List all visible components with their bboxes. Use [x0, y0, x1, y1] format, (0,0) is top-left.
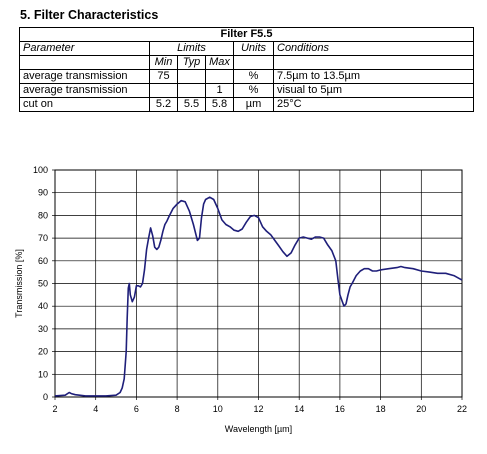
y-axis-label: Transmission [%] — [14, 249, 24, 318]
table-header-row: Parameter Limits Units Conditions — [19, 41, 474, 56]
cell-parameter: average transmission — [19, 83, 150, 98]
plot-frame — [54, 169, 463, 398]
cell-max: 1 — [205, 83, 234, 98]
x-tick-label: 10 — [213, 404, 223, 414]
cell-conditions: 7.5µm to 13.5µm — [273, 69, 474, 84]
cell-parameter: cut on — [19, 97, 150, 112]
y-tick-label: 30 — [38, 324, 48, 334]
filter-name: Filter F5.5 — [19, 27, 474, 42]
table-title-row: Filter F5.5 — [19, 27, 474, 42]
cell-min: 75 — [149, 69, 178, 84]
y-tick-label: 10 — [38, 369, 48, 379]
x-tick-label: 18 — [376, 404, 386, 414]
y-tick-label: 90 — [38, 188, 48, 198]
subheader-blank — [273, 55, 474, 70]
header-limits: Limits — [149, 41, 234, 56]
header-max: Max — [205, 55, 234, 70]
filter-spec-table: Filter F5.5 Parameter Limits Units Condi… — [19, 27, 474, 112]
header-parameter: Parameter — [19, 41, 150, 56]
cell-conditions: visual to 5µm — [273, 83, 474, 98]
cell-max: 5.8 — [205, 97, 234, 112]
cell-min: 5.2 — [149, 97, 178, 112]
table-row: average transmission 1 % visual to 5µm — [19, 83, 474, 98]
y-tick-label: 60 — [38, 256, 48, 266]
x-tick-label: 14 — [294, 404, 304, 414]
cell-typ — [177, 83, 206, 98]
x-axis-label: Wavelength [µm] — [225, 424, 292, 434]
chart-grid — [52, 169, 463, 400]
x-tick-label: 16 — [335, 404, 345, 414]
x-tick-label: 6 — [134, 404, 139, 414]
header-conditions: Conditions — [273, 41, 474, 56]
cell-parameter: average transmission — [19, 69, 150, 84]
x-tick-label: 12 — [253, 404, 263, 414]
cell-typ — [177, 69, 206, 84]
cell-units: % — [233, 83, 274, 98]
y-tick-label: 80 — [38, 210, 48, 220]
header-typ: Typ — [177, 55, 206, 70]
cell-conditions: 25°C — [273, 97, 474, 112]
x-tick-label: 4 — [93, 404, 98, 414]
x-tick-label: 2 — [52, 404, 57, 414]
transmission-curve — [54, 196, 463, 397]
x-tick-label: 8 — [175, 404, 180, 414]
y-tick-label: 20 — [38, 347, 48, 357]
header-min: Min — [149, 55, 178, 70]
subheader-blank — [19, 55, 150, 70]
cell-units: µm — [233, 97, 274, 112]
section-title: Filter Characteristics — [33, 8, 159, 22]
section-heading: 5. Filter Characteristics — [20, 8, 158, 22]
table-subheader-row: Min Typ Max — [19, 55, 474, 70]
cell-min — [149, 83, 178, 98]
x-tick-label: 22 — [457, 404, 467, 414]
chart-tick-labels: 2 4 6 8 10 12 14 16 18 20 22 0 10 20 30 40 50 60 70 80 90 100 — [33, 165, 467, 414]
cell-max — [205, 69, 234, 84]
table-row: average transmission 75 % 7.5µm to 13.5µ… — [19, 69, 474, 84]
x-tick-label: 20 — [416, 404, 426, 414]
y-tick-label: 70 — [38, 233, 48, 243]
y-tick-label: 100 — [33, 165, 48, 175]
section-number: 5. — [20, 8, 31, 22]
transmission-chart: 2 4 6 8 10 12 14 16 18 20 22 0 10 20 30 40 50 60 70 80 90 100… — [14, 165, 467, 434]
y-tick-label: 40 — [38, 301, 48, 311]
table-row: cut on 5.2 5.5 5.8 µm 25°C — [19, 97, 474, 112]
subheader-blank — [233, 55, 274, 70]
header-units: Units — [233, 41, 274, 56]
y-tick-label: 0 — [43, 392, 48, 402]
cell-units: % — [233, 69, 274, 84]
cell-typ: 5.5 — [177, 97, 206, 112]
y-tick-label: 50 — [38, 279, 48, 289]
